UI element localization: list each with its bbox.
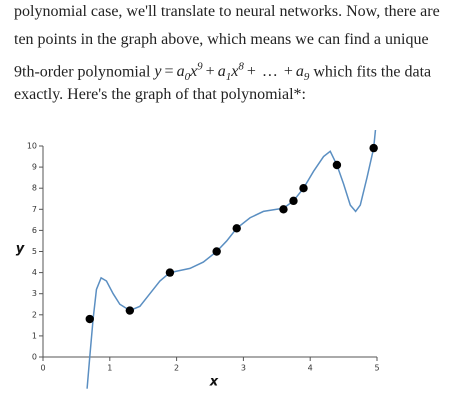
- math-token: +: [246, 63, 256, 81]
- data-point: [232, 224, 241, 233]
- y-tick-label: 9: [32, 163, 37, 172]
- paragraph: polynomial case, we'll translate to neur…: [14, 0, 474, 110]
- math-token: =: [164, 63, 174, 81]
- formula: y = a0x9 + a1x8 +… + a9: [154, 61, 309, 84]
- y-tick-label: 4: [32, 268, 37, 277]
- text-line: 9th-order polynomial y = a0x9 + a1x8 +… + a9 wh…: [14, 55, 474, 84]
- math-token: …: [261, 63, 278, 81]
- y-tick-label: 6: [32, 226, 37, 235]
- data-point: [212, 247, 221, 256]
- y-axis-label: y: [16, 242, 25, 257]
- x-tick-label: 1: [107, 364, 112, 373]
- math-token: +: [205, 63, 215, 81]
- math-token: y: [154, 63, 162, 81]
- math-token: 8: [238, 61, 244, 73]
- x-tick-label: 5: [374, 364, 379, 373]
- text-line: ten points in the graph above, which mea…: [14, 30, 429, 48]
- math-token: a: [295, 63, 304, 81]
- y-tick-label: 0: [32, 353, 37, 362]
- curve: [86, 130, 377, 389]
- data-point: [289, 196, 298, 206]
- y-tick-label: 7: [32, 205, 37, 214]
- data-point: [125, 306, 135, 315]
- math-token: 0: [184, 71, 191, 84]
- data-point: [279, 205, 288, 214]
- math-token: 1: [225, 71, 232, 84]
- data-point: [85, 314, 94, 324]
- text-line: exactly. Here's the graph of that polyno…: [14, 85, 306, 103]
- text-line: polynomial case, we'll translate to neur…: [14, 3, 440, 20]
- data-point: [332, 160, 342, 170]
- x-tick-label: 4: [308, 364, 313, 373]
- math-token: x: [231, 63, 239, 81]
- y-tick-label: 5: [32, 247, 37, 256]
- x-tick-label: 3: [241, 364, 246, 373]
- data-point: [165, 268, 175, 277]
- y-tick-label: 8: [32, 184, 37, 193]
- math-token: 9: [197, 61, 203, 73]
- y-tick-label: 1: [32, 331, 37, 340]
- math-token: 9: [303, 71, 310, 84]
- math-token: +: [283, 63, 293, 81]
- math-token: x: [190, 63, 198, 81]
- data-point: [299, 184, 308, 193]
- y-tick-label: 10: [27, 142, 37, 151]
- math-token: a: [176, 63, 185, 81]
- y-tick-label: 2: [32, 310, 37, 319]
- text: which fits the data: [313, 63, 432, 81]
- text: 9th-order polynomial: [14, 63, 151, 81]
- x-tick-label: 2: [174, 364, 179, 373]
- y-tick-label: 3: [32, 289, 37, 298]
- x-axis-label: x: [209, 375, 219, 390]
- math-token: a: [217, 63, 226, 81]
- x-tick-label: 0: [40, 364, 45, 373]
- data-point: [369, 143, 378, 153]
